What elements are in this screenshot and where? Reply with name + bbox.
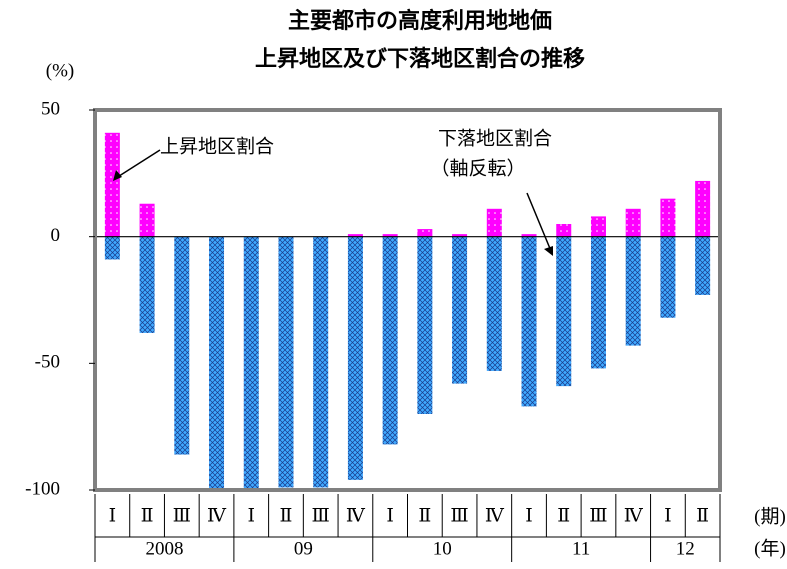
bar: [452, 236, 468, 384]
y-tick-label: -50: [35, 352, 60, 373]
bar: [695, 180, 711, 237]
x-tick-label: Ⅳ: [485, 505, 505, 526]
bar: [590, 216, 606, 237]
x-tick-label: Ⅰ: [525, 505, 533, 526]
bar: [521, 236, 537, 407]
y-unit: (%): [46, 60, 74, 81]
bar: [625, 208, 641, 237]
plot-frame: [93, 108, 722, 492]
bar: [382, 234, 398, 237]
bar: [521, 234, 537, 237]
y-tick-label: 0: [51, 225, 61, 246]
chart-title: 主要都市の高度利用地地価: [288, 8, 552, 34]
bar: [660, 236, 676, 318]
y-tick-label: 50: [41, 98, 60, 119]
x-tick-label: Ⅰ: [109, 505, 117, 526]
x-tick-label: Ⅲ: [589, 505, 607, 526]
group-label: 12: [676, 538, 695, 559]
y-tick-label: -100: [25, 478, 60, 499]
bar: [278, 236, 294, 488]
bar: [417, 229, 433, 237]
x-tick-label: Ⅲ: [173, 505, 191, 526]
bar: [139, 203, 155, 237]
series-label: 下落地区割合: [438, 127, 552, 149]
x-tick-label: Ⅳ: [346, 505, 366, 526]
bar: [382, 236, 398, 445]
group-label: 09: [294, 538, 313, 559]
group-label: 11: [572, 538, 590, 559]
x-tick-label: Ⅳ: [624, 505, 644, 526]
bar: [695, 236, 711, 295]
bar: [452, 234, 468, 237]
group-label: 10: [433, 538, 452, 559]
series-label: 上昇地区割合: [160, 135, 274, 157]
arrow-head: [544, 246, 553, 256]
x-tick-label: Ⅳ: [207, 505, 227, 526]
chart-title: 上昇地区及び下落地区割合の推移: [255, 46, 585, 72]
x-tick-label: Ⅲ: [450, 505, 468, 526]
bar: [590, 236, 606, 369]
bar: [347, 236, 363, 480]
group-label: 2008: [145, 538, 183, 559]
x-tick-label: Ⅱ: [418, 505, 431, 526]
x-tick-label: Ⅰ: [247, 505, 255, 526]
bar: [556, 224, 572, 237]
x-tick-label: Ⅲ: [312, 505, 330, 526]
arrow: [526, 192, 552, 252]
x-tick-label: Ⅰ: [664, 505, 672, 526]
x-tick-label: Ⅱ: [696, 505, 709, 526]
x-tick-label: Ⅱ: [557, 505, 570, 526]
bar: [625, 236, 641, 346]
x-tick-label: Ⅰ: [386, 505, 394, 526]
bar: [174, 236, 190, 455]
bar: [556, 236, 572, 387]
bar: [104, 132, 120, 237]
x-unit: (年): [754, 537, 786, 559]
x-tick-label: Ⅱ: [141, 505, 154, 526]
bar: [313, 236, 329, 488]
x-tick-label: Ⅱ: [280, 505, 293, 526]
bar: [104, 236, 120, 260]
bar: [417, 236, 433, 414]
bar: [209, 236, 225, 490]
bar: [139, 236, 155, 333]
bar: [660, 198, 676, 237]
bar: [486, 208, 502, 237]
bar: [486, 236, 502, 371]
arrow: [115, 149, 161, 179]
arrow-head: [113, 170, 122, 181]
annotation: （軸反転）: [430, 157, 525, 179]
bar: [243, 236, 259, 490]
bar: [347, 234, 363, 237]
x-unit: (期): [754, 505, 786, 527]
